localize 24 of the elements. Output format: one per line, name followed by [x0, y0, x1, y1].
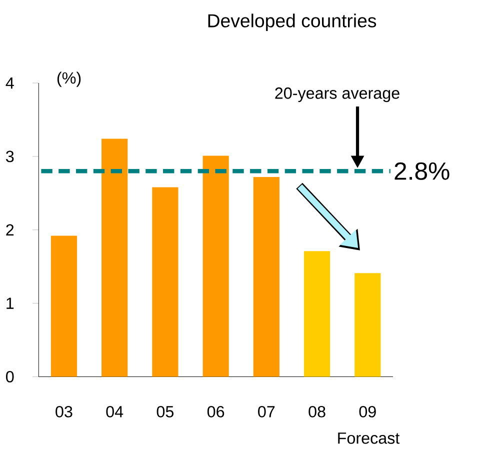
text: Forecast [338, 432, 400, 444]
y-tick-label: 2 [6, 224, 14, 236]
x-tick-label: 09 [359, 406, 376, 418]
bar [354, 272, 381, 377]
x-tick-label: 07 [258, 406, 275, 418]
bar [304, 250, 330, 377]
bar [102, 138, 128, 377]
bar [50, 236, 78, 377]
y-tick-label: 1 [6, 298, 14, 309]
y-tick-label: 3 [6, 150, 14, 162]
x-tick-label: 04 [106, 406, 124, 418]
y-tick-label: 0 [6, 370, 14, 382]
bar [253, 176, 280, 377]
chart-title: Developed countries [208, 13, 376, 31]
x-tick-label: 03 [56, 406, 72, 418]
y-tick-label: 4 [6, 77, 14, 88]
bar [202, 156, 229, 377]
ref-line-label: 2.8% [394, 162, 450, 180]
x-tick-label: 05 [156, 406, 174, 418]
x-tick-label: 08 [308, 406, 326, 418]
bar [152, 187, 178, 377]
x-tick-label: 06 [207, 406, 224, 418]
annotation: 20-years average [275, 87, 400, 102]
annotation: (%) [57, 72, 81, 87]
